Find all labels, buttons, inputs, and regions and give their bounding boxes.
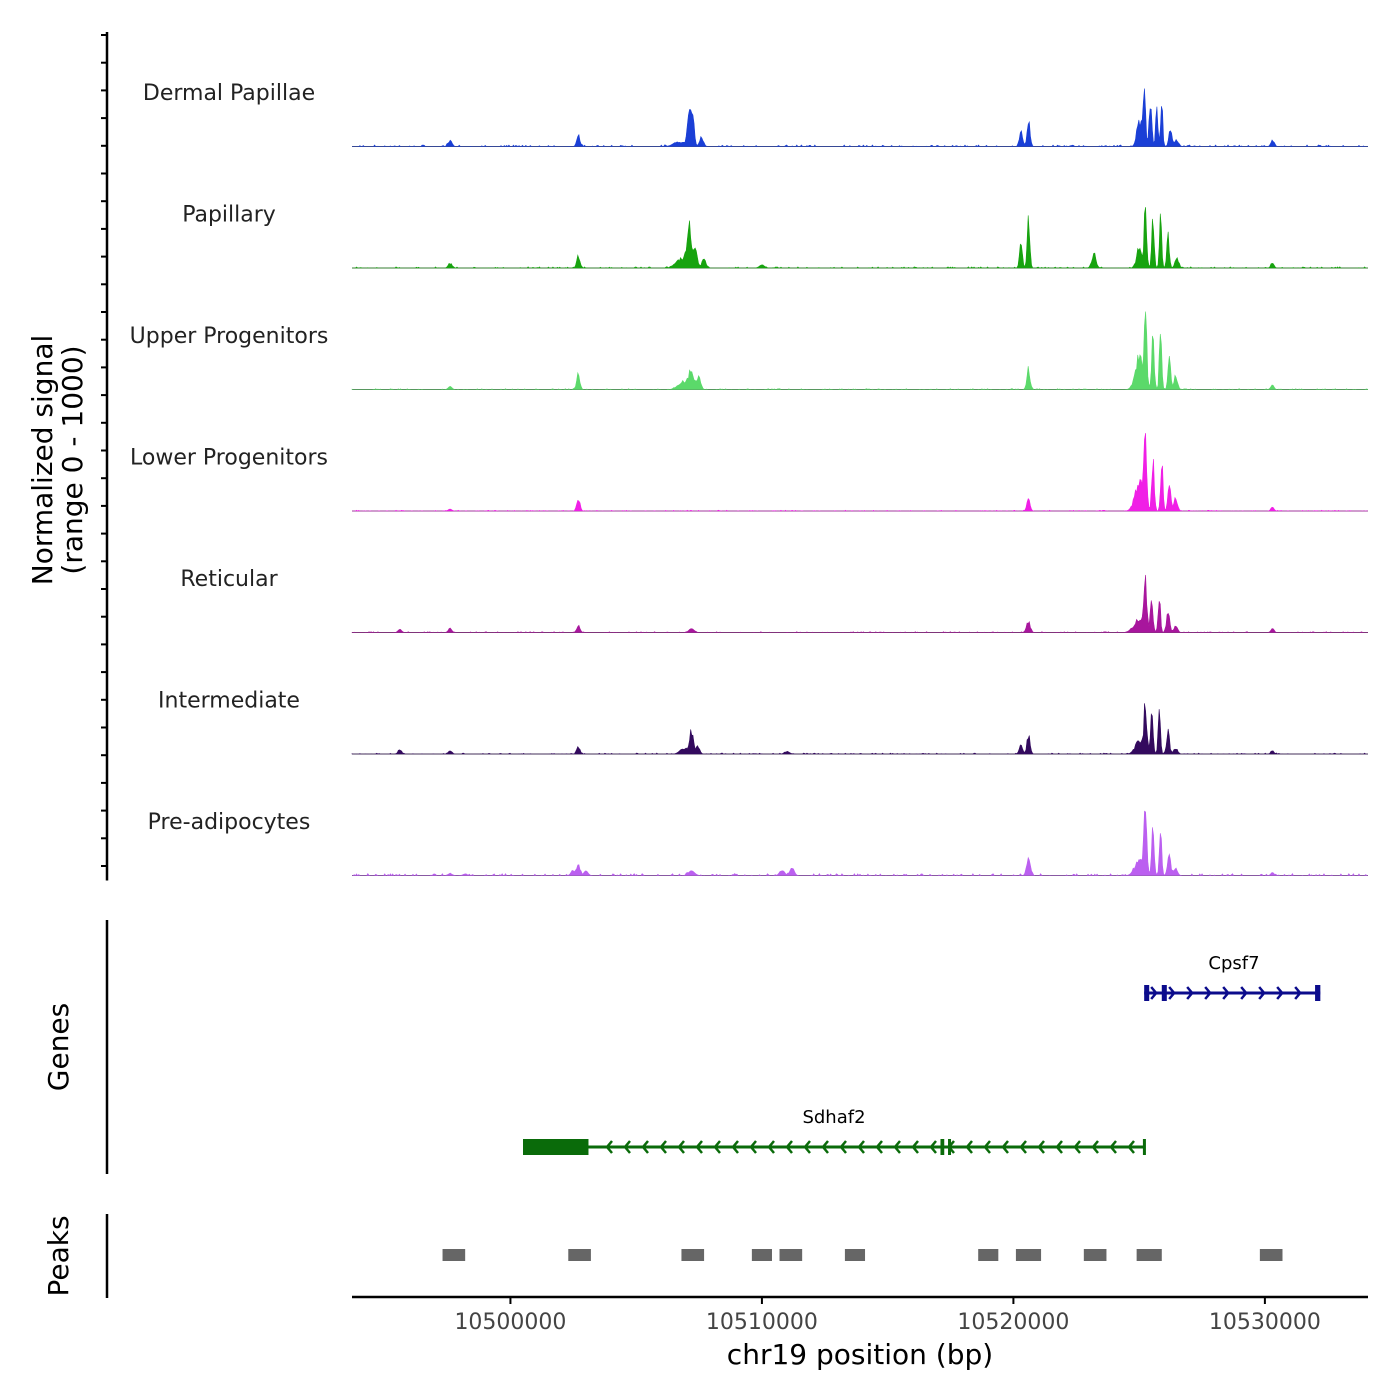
x-tick-label: 10520000 <box>957 1310 1069 1335</box>
strand-chevron <box>713 1140 721 1154</box>
strand-chevron <box>1109 1140 1117 1154</box>
peak-region <box>442 1249 466 1261</box>
gene-exon <box>1142 1139 1146 1155</box>
coverage-area-pre-adipocytes <box>352 810 1368 877</box>
gene-exon <box>1144 985 1150 1001</box>
gene-annotations: Cpsf7 Sdhaf2 <box>523 953 1321 1155</box>
coverage-tracks <box>351 88 1369 877</box>
x-tick-label: 10510000 <box>706 1310 818 1335</box>
peak-region <box>681 1249 705 1261</box>
strand-chevron <box>1294 986 1302 1000</box>
strand-chevron <box>875 1140 883 1154</box>
strand-chevron <box>893 1140 901 1154</box>
x-axis: 10500000 10510000 10520000 10530000 <box>352 1295 1368 1335</box>
x-axis-title: chr19 position (bp) <box>727 1338 993 1371</box>
peak-region <box>978 1249 999 1261</box>
strand-chevron <box>821 1140 829 1154</box>
coverage-area-papillary <box>352 207 1368 269</box>
strand-chevron <box>1204 986 1212 1000</box>
genes-panel-title: Genes <box>42 1003 75 1091</box>
coverage-area-intermediate <box>351 703 1368 755</box>
strand-chevron <box>767 1140 775 1154</box>
strand-chevron <box>677 1140 685 1154</box>
strand-chevron <box>983 1140 991 1154</box>
gene-exon <box>1161 985 1167 1001</box>
strand-chevron <box>1091 1140 1099 1154</box>
track-label: Intermediate <box>158 689 300 714</box>
peak-region <box>779 1249 803 1261</box>
strand-chevron <box>839 1140 847 1154</box>
peak-region <box>751 1249 772 1261</box>
gene-exon <box>1315 985 1321 1001</box>
gene-exon <box>523 1139 589 1155</box>
track-label: Papillary <box>182 203 276 228</box>
strand-chevron <box>857 1140 865 1154</box>
y-axis-title-line2: (range 0 - 1000) <box>56 345 89 574</box>
strand-chevron <box>1037 1140 1045 1154</box>
x-tick-label: 10530000 <box>1209 1310 1321 1335</box>
strand-chevron <box>1186 986 1194 1000</box>
strand-chevron <box>731 1140 739 1154</box>
strand-chevron <box>965 1140 973 1154</box>
track-labels: Dermal Papillae Papillary Upper Progenitor… <box>130 81 329 835</box>
coverage-area-lower-progenitors <box>352 432 1368 512</box>
x-tick-label: 10500000 <box>454 1310 566 1335</box>
strand-chevron <box>803 1140 811 1154</box>
y-axis-title-line1: Normalized signal <box>26 335 59 586</box>
strand-chevron <box>1168 986 1176 1000</box>
strand-chevron <box>947 1140 955 1154</box>
y-axis-title: Normalized signal (range 0 - 1000) <box>26 335 89 586</box>
peak-region <box>1083 1249 1107 1261</box>
peak-region <box>1015 1249 1042 1261</box>
strand-chevron <box>911 1140 919 1154</box>
strand-chevron <box>1258 986 1266 1000</box>
coverage-area-reticular <box>351 574 1368 633</box>
gene-label-sdhaf2: Sdhaf2 <box>802 1107 865 1128</box>
track-label: Pre-adipocytes <box>148 810 311 835</box>
strand-chevron <box>749 1140 757 1154</box>
peak-region <box>1259 1249 1283 1261</box>
peak-region <box>1136 1249 1162 1261</box>
strand-chevron <box>1073 1140 1081 1154</box>
peak-region <box>568 1249 591 1261</box>
strand-chevron <box>695 1140 703 1154</box>
strand-chevron <box>1001 1140 1009 1154</box>
coverage-area-dermal-papillae <box>352 88 1368 147</box>
track-label: Lower Progenitors <box>130 446 328 471</box>
track-label: Reticular <box>180 567 278 592</box>
strand-chevron <box>1019 1140 1027 1154</box>
track-label: Dermal Papillae <box>143 81 315 106</box>
strand-chevron <box>605 1140 613 1154</box>
strand-chevron <box>659 1140 667 1154</box>
strand-chevron <box>1150 986 1158 1000</box>
track-label: Upper Progenitors <box>130 324 329 349</box>
peak-region <box>844 1249 866 1261</box>
peak-regions <box>442 1249 1283 1261</box>
coverage-area-upper-progenitors <box>351 311 1369 390</box>
strand-chevron <box>623 1140 631 1154</box>
strand-chevron <box>641 1140 649 1154</box>
strand-chevron <box>1276 986 1284 1000</box>
strand-chevron <box>1240 986 1248 1000</box>
coverage-y-axis <box>101 32 109 881</box>
strand-chevron <box>1127 1140 1135 1154</box>
gene-label-cpsf7: Cpsf7 <box>1208 953 1259 974</box>
peaks-panel-title: Peaks <box>42 1215 75 1296</box>
gene-exon <box>940 1139 945 1155</box>
strand-chevron <box>1055 1140 1063 1154</box>
strand-chevron <box>1222 986 1230 1000</box>
strand-chevron <box>785 1140 793 1154</box>
strand-chevron <box>929 1140 937 1154</box>
